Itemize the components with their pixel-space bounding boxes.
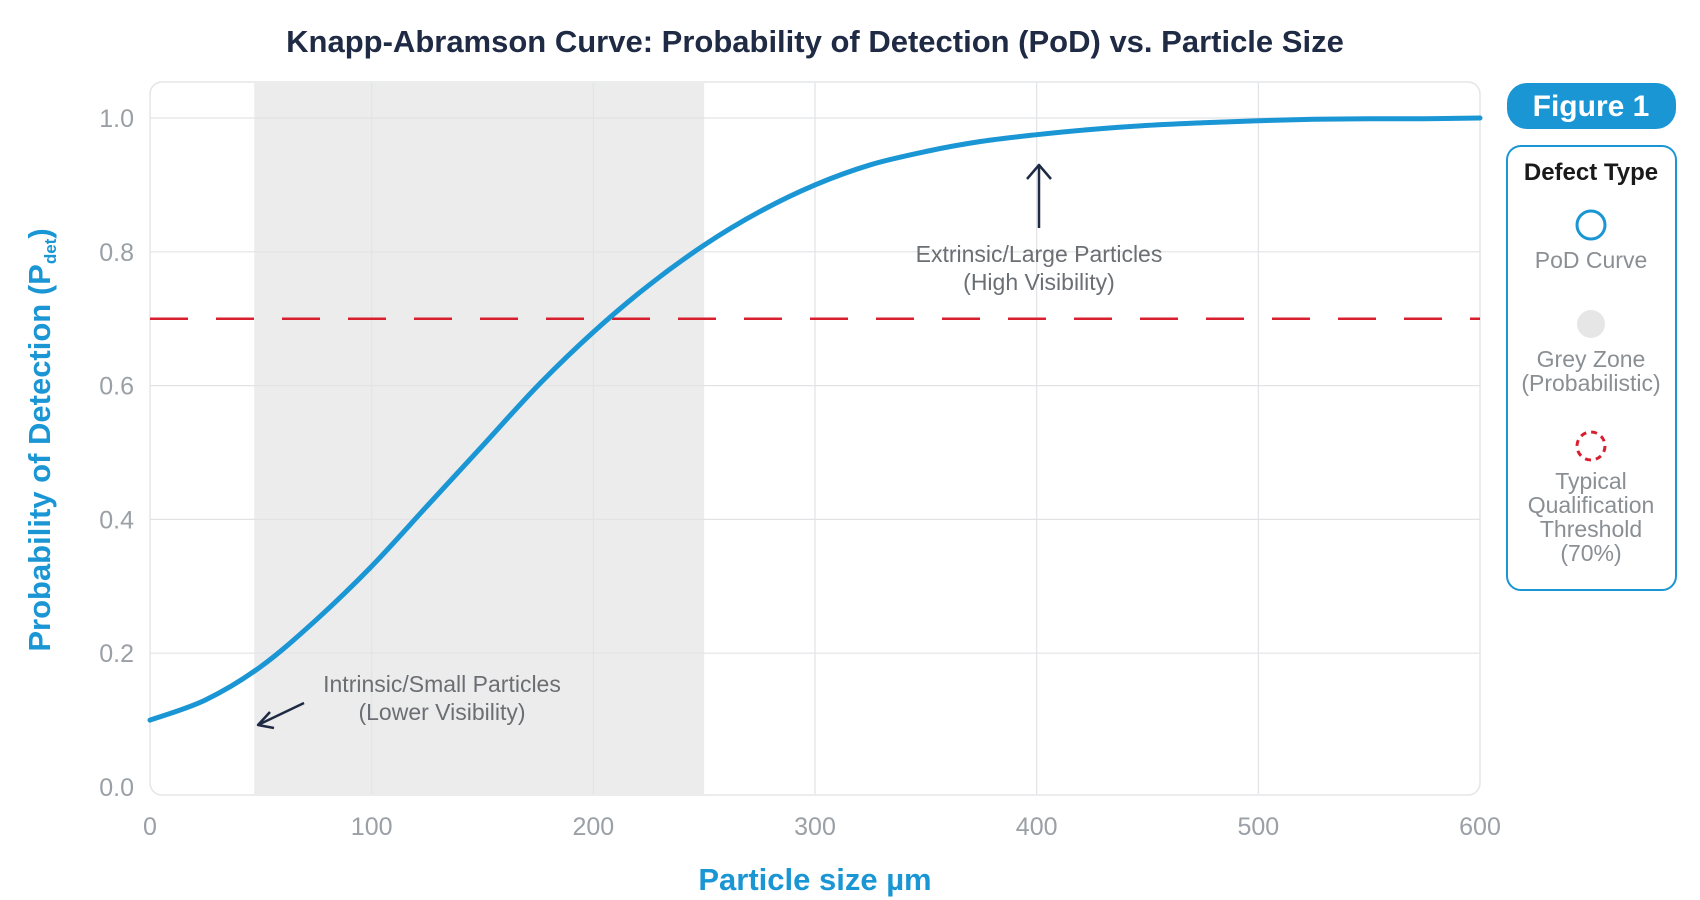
pod-data-point — [314, 618, 318, 622]
legend-item-threshold-line1: Typical — [1555, 468, 1627, 494]
x-axis-label: Particle size µm — [698, 862, 931, 897]
pod-curve-line — [147, 115, 1483, 723]
legend-item-pod-curve: PoD Curve — [1535, 247, 1647, 273]
legend-box — [1506, 145, 1677, 591]
legend-item-threshold-line2: Qualification — [1528, 492, 1655, 518]
arrow-up-icon — [1026, 163, 1052, 228]
x-tick-label: 600 — [1459, 813, 1501, 841]
legend-item-threshold-line3: Threshold — [1540, 516, 1642, 542]
y-tick-label: 0.2 — [99, 640, 134, 668]
y-axis-label-main: Probability of Detection (P — [22, 264, 57, 652]
annotation-large-line1: Extrinsic/Large Particles — [916, 241, 1163, 267]
y-tick-label: 0.0 — [99, 774, 134, 802]
figure-badge — [1507, 83, 1676, 129]
pod-data-point — [425, 504, 429, 508]
pod-data-point — [758, 210, 762, 214]
x-tick-label: 200 — [572, 813, 614, 841]
x-axis-ticks: 0 100 200 300 400 500 600 — [143, 813, 1501, 841]
y-tick-label: 0.4 — [99, 506, 134, 534]
annotation-small-line2: (Lower Visibility) — [358, 699, 525, 725]
pod-data-point — [1201, 121, 1205, 125]
x-tick-label: 0 — [143, 813, 157, 841]
grey-dot-icon — [1577, 310, 1605, 338]
blue-circle-outline-icon — [1575, 209, 1607, 241]
red-dashed-circle-icon — [1575, 430, 1607, 462]
x-tick-label: 400 — [1016, 813, 1058, 841]
x-tick-label: 100 — [351, 813, 393, 841]
y-tick-label: 1.0 — [99, 105, 134, 133]
x-tick-label: 300 — [794, 813, 836, 841]
pod-data-point — [203, 698, 207, 702]
pod-data-point — [536, 384, 540, 388]
y-tick-label: 0.8 — [99, 239, 134, 267]
pod-data-point — [1090, 127, 1094, 131]
pod-data-point — [1312, 117, 1316, 121]
pod-data-point — [1035, 133, 1039, 137]
pod-data-point — [924, 149, 928, 153]
chart-title: Knapp-Abramson Curve: Probability of Det… — [286, 24, 1344, 59]
pod-data-point — [813, 183, 817, 187]
y-axis-label: Probability of Detection (Pdet) — [22, 228, 60, 651]
y-tick-label: 0.6 — [99, 373, 134, 401]
pod-data-point — [1146, 123, 1150, 127]
legend-title: Defect Type — [1524, 159, 1658, 186]
pod-data-point — [979, 139, 983, 143]
pod-data-point — [1423, 117, 1427, 121]
arrow-down-left-icon — [256, 701, 305, 730]
x-tick-label: 500 — [1237, 813, 1279, 841]
pod-data-point — [1367, 117, 1371, 121]
pod-data-point — [1256, 119, 1260, 123]
y-axis-ticks: 0.0 0.2 0.4 0.6 0.8 1.0 — [99, 105, 134, 802]
pod-data-point — [1478, 116, 1482, 120]
legend-item-grey-zone-line1: Grey Zone — [1537, 346, 1646, 372]
pod-data-point — [868, 163, 872, 167]
annotation-small-line1: Intrinsic/Small Particles — [323, 671, 561, 697]
annotation-large-line2: (High Visibility) — [963, 269, 1115, 295]
legend-item-grey-zone-line2: (Probabilistic) — [1521, 370, 1660, 396]
pod-data-point — [702, 243, 706, 247]
grey-zone-band — [254, 83, 705, 794]
pod-data-point — [148, 718, 152, 722]
pod-data-point — [259, 665, 263, 669]
figure-badge-label: Figure 1 — [1533, 90, 1650, 123]
pod-data-point — [481, 444, 485, 448]
y-axis-label-subscript: det — [41, 238, 60, 264]
gridlines — [150, 83, 1480, 794]
legend-item-threshold-line4: (70%) — [1560, 540, 1621, 566]
pod-data-point — [647, 283, 651, 287]
pod-data-point — [370, 564, 374, 568]
y-axis-label-close: ) — [22, 228, 57, 238]
pod-data-point — [591, 330, 595, 334]
